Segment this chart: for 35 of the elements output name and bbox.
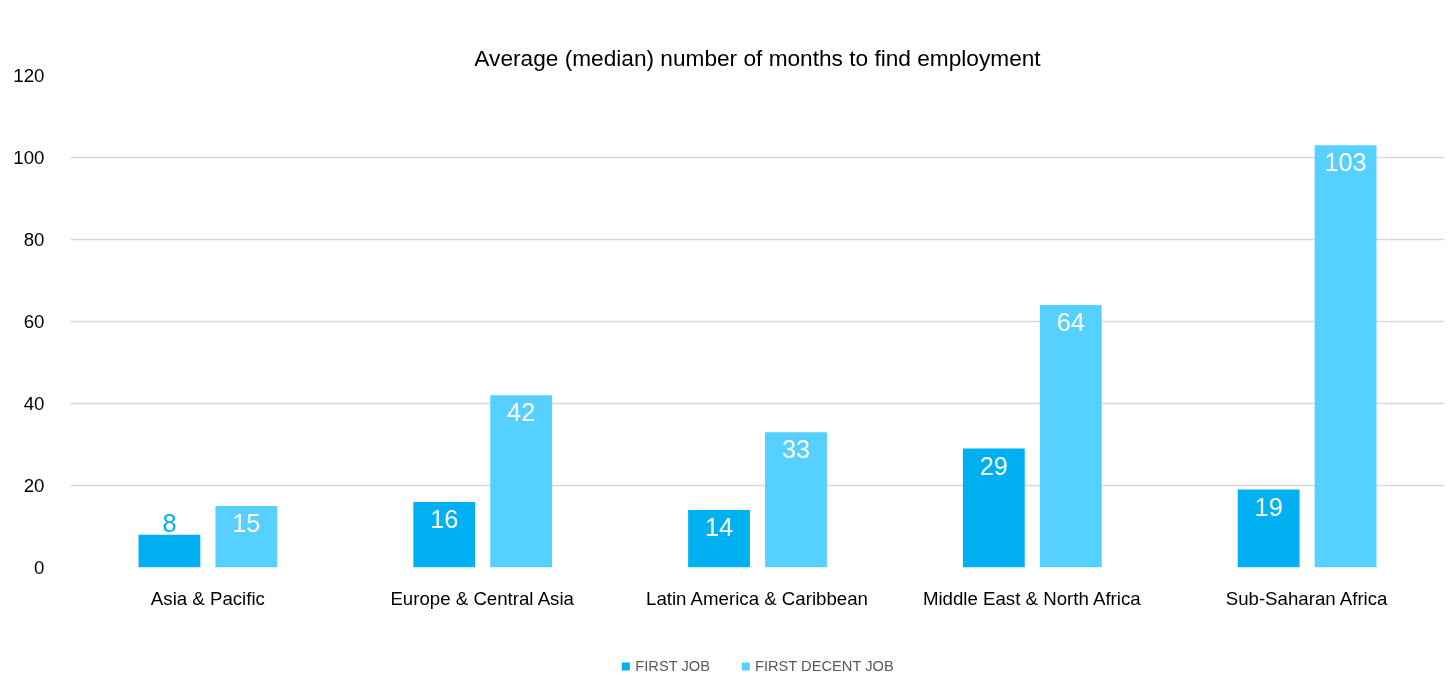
bar <box>1314 145 1377 568</box>
bar <box>413 501 476 568</box>
x-tick-label: Latin America & Caribbean <box>646 587 868 609</box>
data-label: 16 <box>430 504 459 533</box>
bar <box>962 448 1025 568</box>
y-tick-label: 20 <box>23 475 45 496</box>
y-tick-label: 100 <box>13 147 45 168</box>
data-label: 14 <box>704 513 734 542</box>
data-label: 103 <box>1324 148 1367 177</box>
bar <box>765 432 827 568</box>
bar <box>490 395 553 568</box>
bar <box>1039 305 1102 568</box>
bar <box>138 534 201 568</box>
legend-label: FIRST JOB <box>635 658 710 674</box>
bar <box>1237 489 1300 568</box>
y-tick-label: 80 <box>23 229 45 250</box>
data-label: 33 <box>781 435 811 464</box>
bar <box>215 506 278 568</box>
data-label: 64 <box>1056 308 1085 337</box>
legend-label: FIRST DECENT JOB <box>754 658 894 674</box>
data-label: 19 <box>1254 492 1283 521</box>
y-tick-label: 0 <box>34 557 45 578</box>
chart-title: Average (median) number of months to find employment <box>474 44 1042 71</box>
data-label: 8 <box>162 508 177 537</box>
x-tick-label: Sub-Saharan Africa <box>1225 587 1389 609</box>
y-tick-label: 40 <box>23 393 45 414</box>
data-label: 15 <box>232 509 261 537</box>
bar <box>688 510 750 568</box>
x-tick-label: Asia & Pacific <box>150 587 265 609</box>
x-tick-label: Middle East & North Africa <box>922 587 1142 609</box>
y-tick-label: 60 <box>23 311 45 332</box>
data-label: 29 <box>979 451 1008 480</box>
data-label: 42 <box>507 398 536 427</box>
y-tick-label: 120 <box>13 65 45 86</box>
x-tick-label: Europe & Central Asia <box>390 587 575 609</box>
